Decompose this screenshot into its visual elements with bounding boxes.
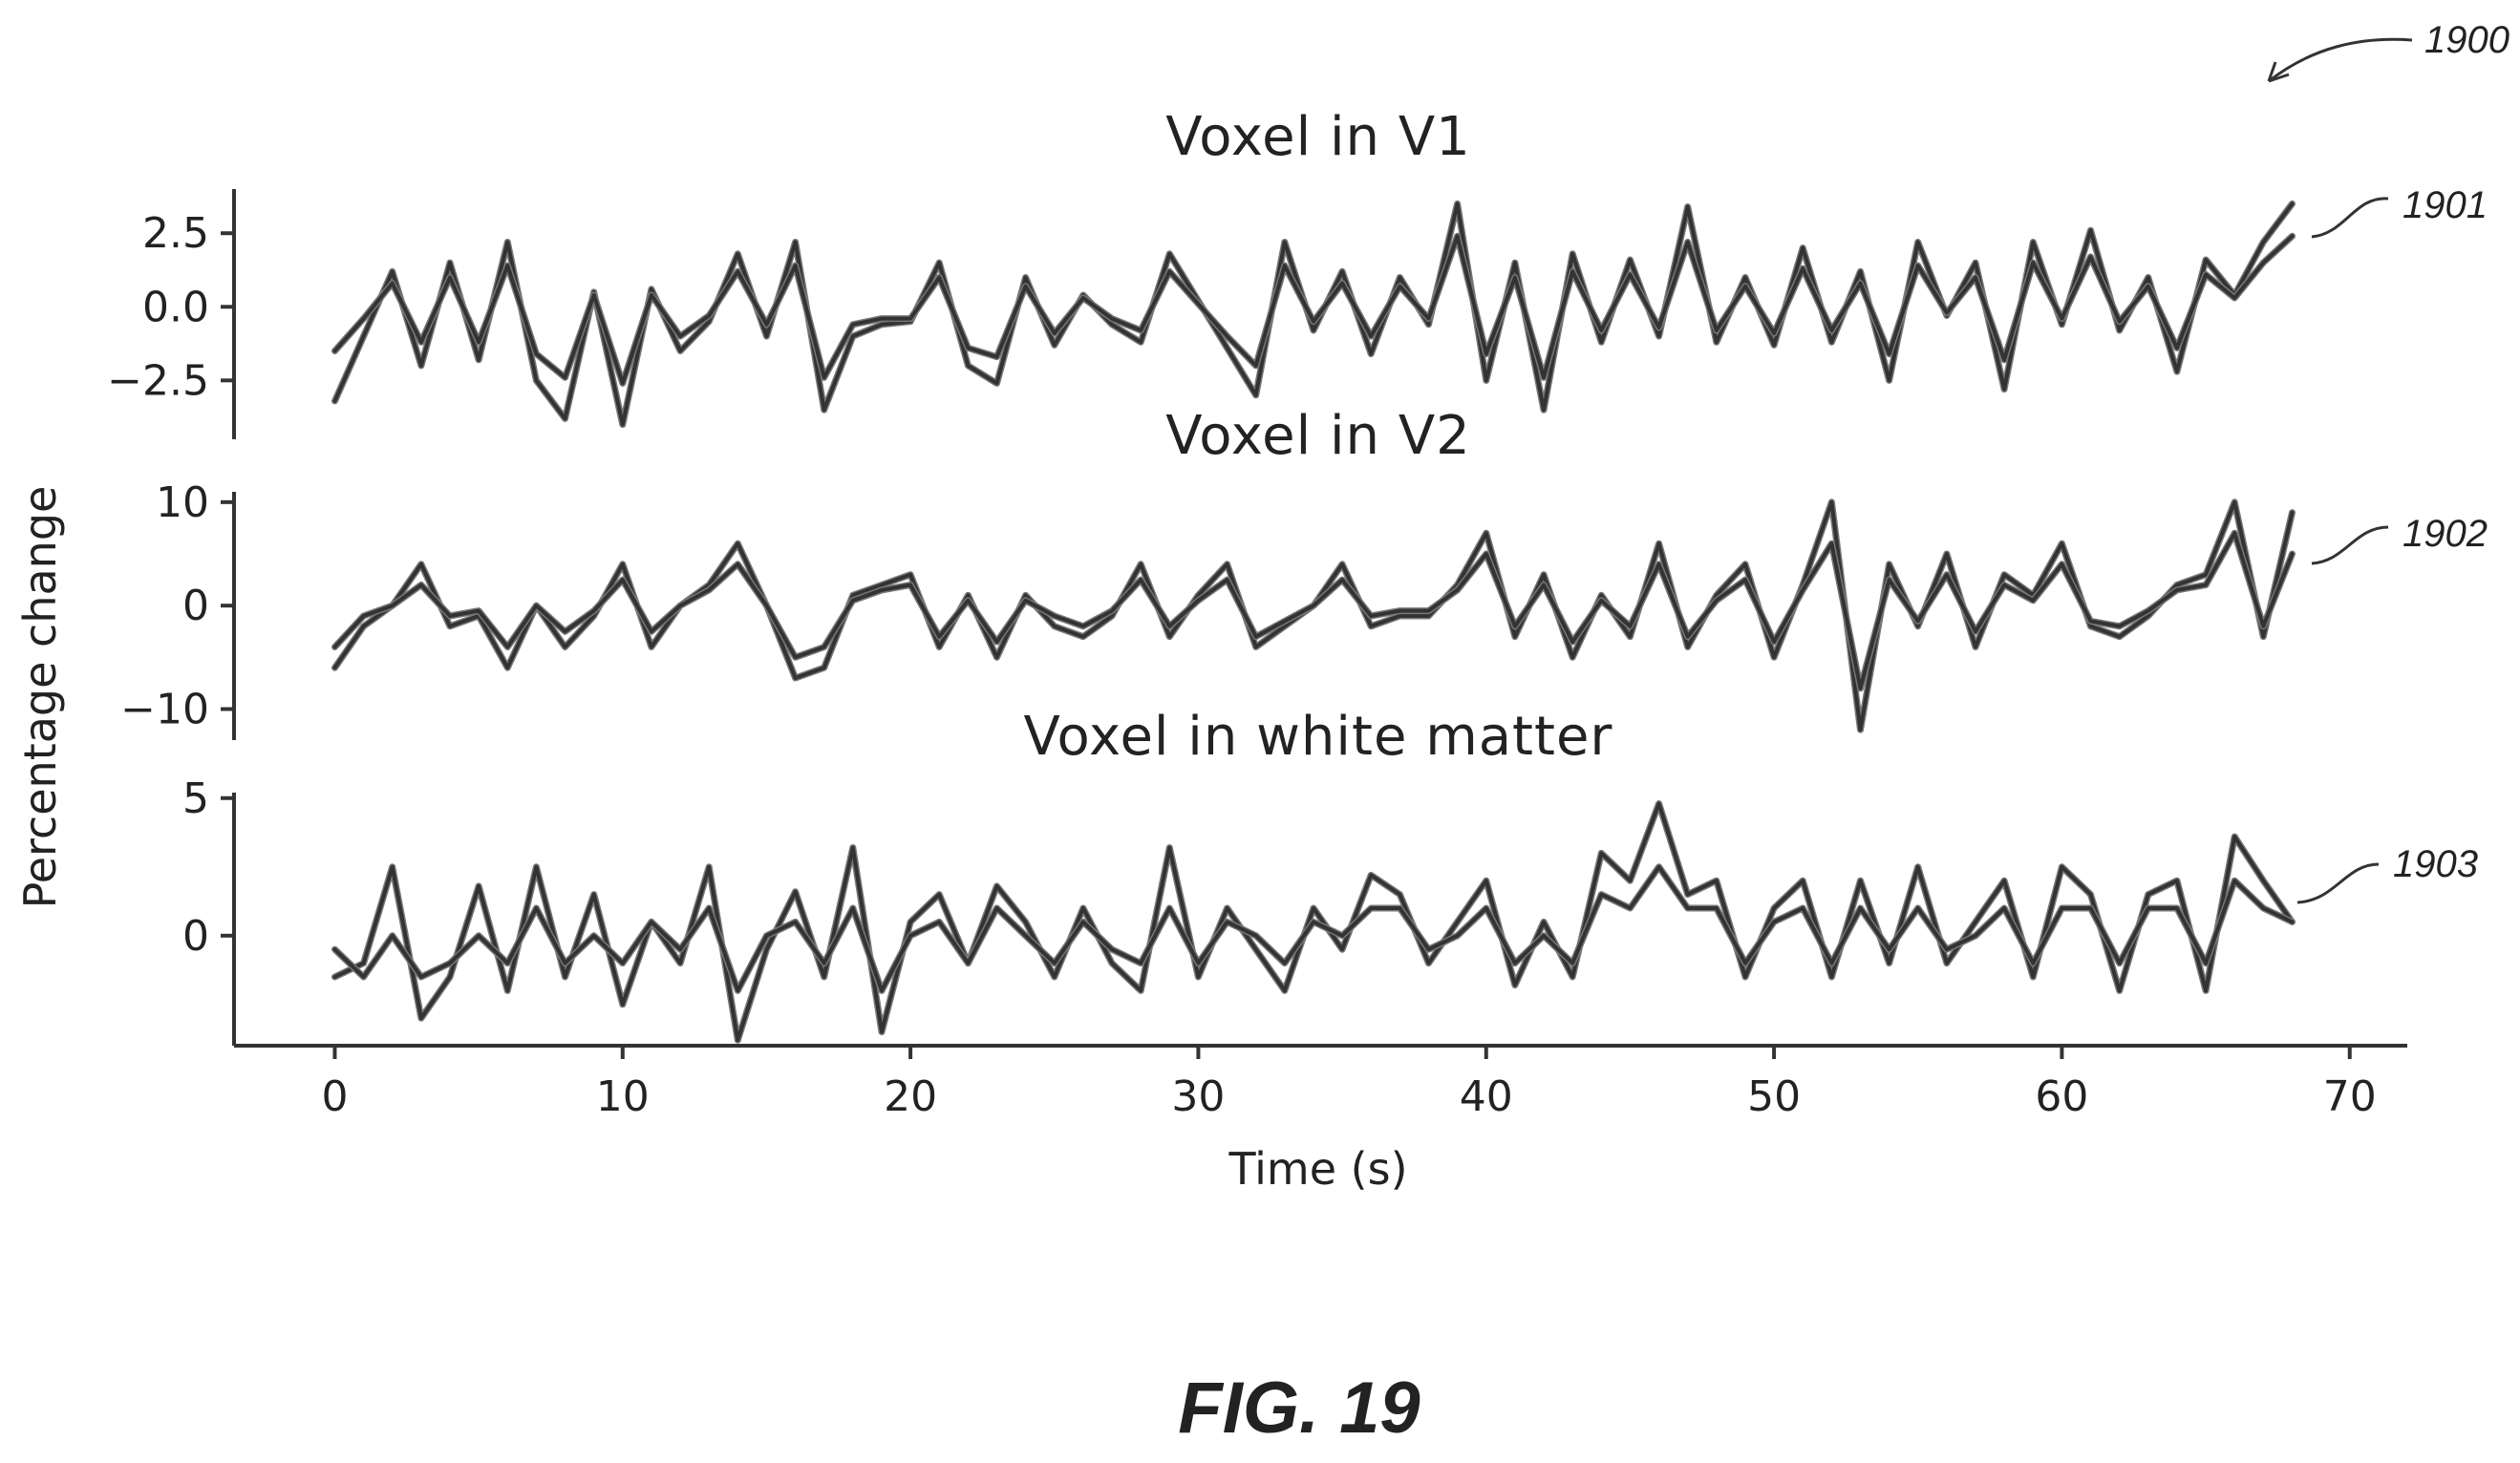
panel-v2-series-group (331, 498, 2296, 733)
x-tick-label: 60 (2035, 1072, 2088, 1121)
panel-v2: Voxel in V2 10 0 −10 1902 (120, 405, 2488, 740)
panel-v2-series-1-core (332, 499, 2295, 732)
panel-v2-series-2-core (332, 531, 2295, 690)
x-tick-label: 0 (321, 1072, 348, 1121)
figure-ref-arrow (2268, 37, 2413, 83)
panel-white-matter-y-tick-label: 5 (182, 774, 209, 823)
panel-white-matter-ref-label: 1903 (2393, 843, 2478, 885)
panel-v1-y-tick-label: 0.0 (142, 283, 209, 331)
x-tick-label: 40 (1460, 1072, 1513, 1121)
panel-white-matter-axes: 500 10 20 30 40 50 60 70 (182, 774, 2407, 1121)
panel-v1-series-2-core (332, 234, 2295, 386)
panel-v1-y-tick-label: −2.5 (107, 356, 209, 405)
panel-v1-series-group (331, 200, 2296, 429)
y-axis-label: Percentage change (14, 486, 66, 909)
panel-white-matter-title: Voxel in white matter (1024, 706, 1613, 768)
panel-v2-y-tick-label: 10 (156, 478, 209, 527)
panel-v1-ref-leader (2311, 197, 2389, 239)
panel-v2-axes: 10 0 −10 (120, 478, 236, 740)
x-axis-label: Time (s) (1228, 1143, 1407, 1195)
x-tick-label: 70 (2323, 1072, 2377, 1121)
panel-white-matter-y-tick-label: 0 (182, 912, 209, 961)
panel-v1-title: Voxel in V1 (1165, 106, 1471, 168)
panel-v2-y-tick-label: −10 (120, 686, 209, 734)
panel-v2-ref-label: 1902 (2403, 513, 2488, 555)
panel-v2-title: Voxel in V2 (1165, 405, 1471, 467)
x-tick-label: 30 (1171, 1072, 1225, 1121)
panel-white-matter-ref-leader (2296, 862, 2380, 904)
panel-v2-series-1 (331, 498, 2296, 733)
panel-v1-ref-label: 1901 (2403, 184, 2488, 226)
panel-v1: Voxel in V1 2.5 0.0 −2.5 1901 (107, 106, 2488, 439)
x-tick-label: 20 (884, 1072, 937, 1121)
x-tick-label: 50 (1747, 1072, 1801, 1121)
panel-v2-ref-leader (2311, 525, 2389, 565)
panel-white-matter: Voxel in white matter 500 10 20 30 40 50 60 70 … (182, 706, 2478, 1121)
panel-white-matter-series-group (331, 800, 2296, 1044)
panel-v1-axes: 2.5 0.0 −2.5 (107, 189, 236, 439)
x-tick-label: 10 (596, 1072, 650, 1121)
panel-v1-series-1-core (332, 201, 2295, 427)
panel-v1-y-tick-label: 2.5 (142, 209, 209, 258)
figure-ref-label: 1900 (2424, 19, 2509, 61)
panel-v2-series-2 (331, 529, 2296, 692)
panel-white-matter-series-2-core (332, 864, 2295, 993)
figure-ref-arrowhead-icon (2267, 61, 2290, 83)
figure-caption: FIG. 19 (1178, 1368, 1420, 1449)
panel-v2-y-tick-label: 0 (182, 582, 209, 630)
